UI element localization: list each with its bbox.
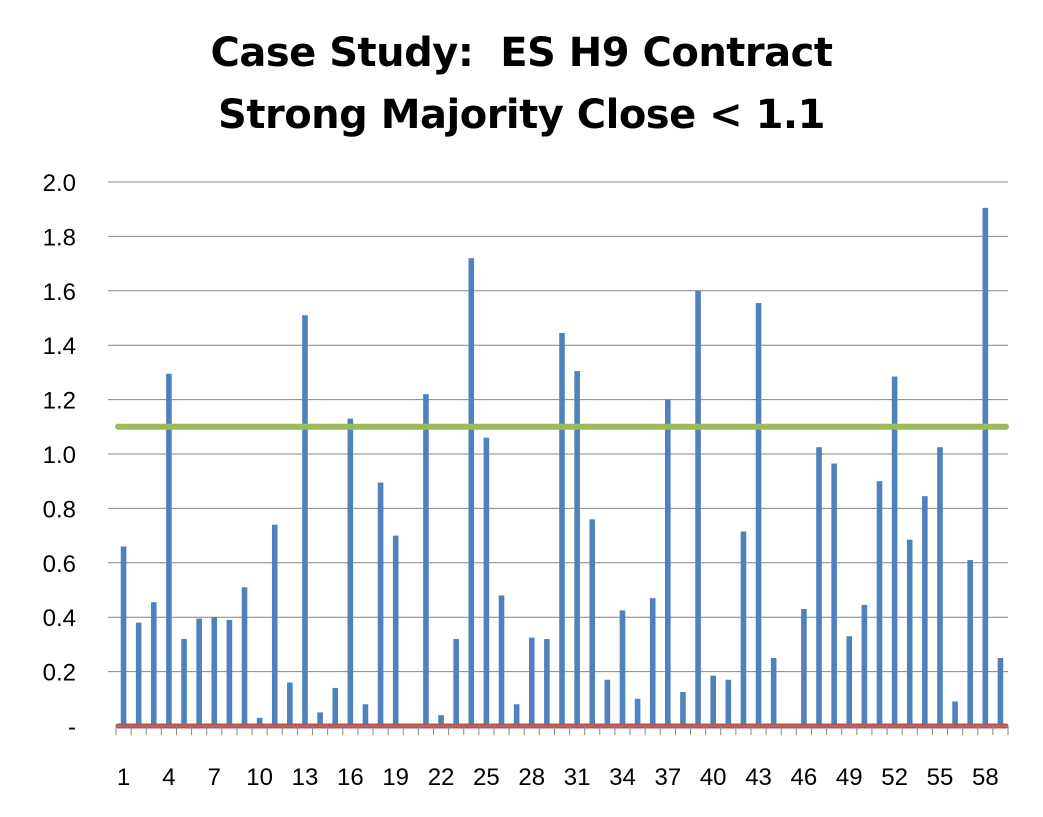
bar — [770, 658, 777, 726]
bar — [816, 447, 822, 726]
bar — [725, 679, 732, 726]
bar — [695, 290, 701, 726]
bar — [574, 371, 580, 726]
x-tick-label: 16 — [337, 764, 364, 791]
bar — [120, 546, 127, 726]
bar — [317, 712, 323, 726]
x-tick-label: 25 — [473, 764, 500, 791]
bar — [287, 682, 293, 726]
bar — [226, 619, 233, 726]
x-tick-label: 43 — [745, 764, 772, 791]
bar — [241, 587, 248, 726]
x-tick-label: 4 — [162, 764, 175, 791]
gridlines — [108, 181, 1008, 673]
bar — [982, 207, 989, 727]
x-tick-label: 10 — [246, 764, 273, 791]
bar — [544, 638, 550, 726]
bar — [876, 481, 883, 726]
bar — [513, 704, 520, 726]
x-axis-tick-labels: 1 4 7 10 13 16 19 22 25 28 31 34 37 40 43 46 49 52 55 58 — [117, 764, 999, 791]
bar — [377, 482, 384, 726]
x-tick-label: 55 — [927, 764, 954, 791]
y-tick-label: 1.0 — [43, 442, 76, 469]
bar — [906, 539, 913, 726]
x-tick-label: 52 — [881, 764, 908, 791]
bar — [589, 519, 596, 726]
y-tick-label: 2.0 — [43, 170, 76, 197]
bar — [211, 617, 218, 726]
bar — [937, 447, 943, 726]
bar — [332, 687, 339, 726]
bar — [528, 637, 535, 726]
bar — [347, 418, 354, 726]
chart-title-line-2: Strong Majority Close < 1.1 — [218, 92, 825, 138]
x-tick-label: 46 — [791, 764, 818, 791]
x-tick-label: 37 — [654, 764, 681, 791]
y-tick-label: 0.2 — [43, 660, 76, 687]
y-tick-label: 0.8 — [43, 496, 76, 523]
bar — [423, 394, 429, 726]
bar — [468, 258, 475, 726]
bar — [559, 332, 565, 726]
y-tick-label: - — [68, 714, 76, 741]
bar — [619, 610, 626, 726]
y-tick-label: 1.4 — [43, 333, 76, 360]
bar — [362, 704, 369, 726]
bar — [740, 531, 747, 726]
bar — [831, 463, 837, 726]
bar — [604, 679, 611, 726]
x-tick-label: 19 — [382, 764, 409, 791]
x-tick-label: 34 — [609, 764, 636, 791]
bar — [135, 622, 142, 726]
chart-title: Case Study: ES H9 Contract Strong Majori… — [0, 22, 1043, 146]
bar — [952, 701, 958, 726]
x-axis — [115, 725, 1009, 735]
bar — [649, 598, 656, 726]
x-tick-label: 22 — [428, 764, 455, 791]
y-tick-label: 1.8 — [43, 224, 76, 251]
bar — [181, 638, 187, 726]
bar — [665, 399, 671, 726]
bar — [392, 535, 399, 726]
x-tick-label: 1 — [117, 764, 130, 791]
x-tick-label: 49 — [836, 764, 863, 791]
bar — [196, 618, 202, 726]
x-tick-label: 28 — [518, 764, 545, 791]
bar — [498, 595, 505, 726]
bar — [997, 658, 1004, 726]
bar — [710, 675, 716, 726]
bar — [166, 373, 172, 726]
chart-title-line-1: Case Study: ES H9 Contract — [210, 30, 833, 76]
y-tick-label: 0.6 — [43, 551, 76, 578]
bars — [120, 207, 1004, 727]
x-tick-label: 40 — [700, 764, 727, 791]
bar — [271, 524, 278, 726]
bar — [846, 636, 853, 726]
bar — [483, 437, 490, 726]
y-tick-label: 0.4 — [43, 605, 76, 632]
x-tick-label: 31 — [564, 764, 591, 791]
bar — [861, 604, 868, 726]
bar — [438, 715, 444, 726]
y-tick-label: 1.6 — [43, 279, 76, 306]
x-tick-label: 13 — [292, 764, 319, 791]
bar — [922, 496, 928, 726]
x-tick-label: 58 — [972, 764, 999, 791]
y-axis-tick-labels: - 0.2 0.4 0.6 0.8 1.0 1.2 1.4 1.6 1.8 2.0 — [43, 170, 76, 741]
bar — [302, 315, 308, 726]
bar — [680, 692, 686, 726]
x-tick-label: 7 — [208, 764, 221, 791]
bar — [634, 698, 641, 726]
bar — [256, 717, 263, 726]
bar — [967, 560, 974, 726]
bar — [755, 303, 762, 726]
bar — [801, 609, 807, 726]
bar — [150, 602, 157, 726]
bar — [891, 376, 898, 726]
y-tick-label: 1.2 — [43, 388, 76, 415]
bar — [453, 638, 459, 726]
